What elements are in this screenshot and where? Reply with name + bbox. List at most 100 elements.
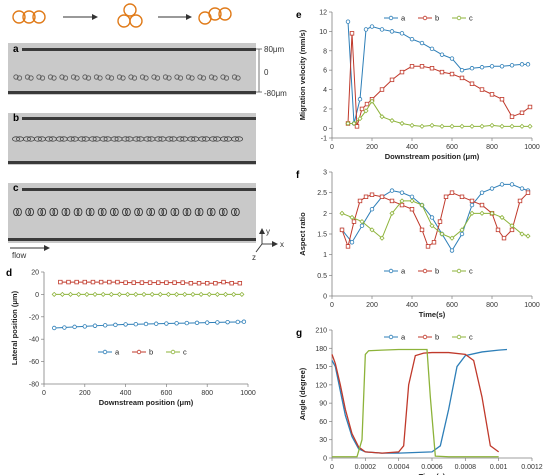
cell-circle bbox=[208, 7, 222, 21]
arrow-right-icon bbox=[92, 14, 98, 20]
data-point-c bbox=[133, 291, 139, 297]
panel-label-e: e bbox=[296, 10, 302, 21]
data-point-b bbox=[389, 77, 395, 83]
micrograph-c: c bbox=[8, 183, 256, 243]
cell-cluster bbox=[37, 207, 44, 217]
data-point-a bbox=[379, 27, 385, 32]
data-point-c bbox=[379, 235, 385, 241]
data-point-a bbox=[241, 319, 247, 324]
data-point-b bbox=[180, 280, 185, 285]
cell-cluster bbox=[173, 207, 180, 217]
x-tick-label: 0 bbox=[42, 390, 46, 397]
data-point-a bbox=[235, 319, 240, 325]
x-tick-label: 0.0002 bbox=[355, 464, 377, 471]
cell-cluster bbox=[51, 75, 57, 81]
legend-label-a: a bbox=[115, 348, 120, 357]
data-point-b bbox=[519, 110, 525, 115]
legend-marker-c bbox=[456, 334, 462, 340]
data-point-a bbox=[72, 324, 77, 330]
cell-cluster bbox=[185, 207, 192, 217]
data-point-a bbox=[357, 97, 363, 102]
x-tick-label: 0 bbox=[330, 464, 334, 471]
legend-marker-b bbox=[136, 349, 142, 355]
data-point-b bbox=[527, 104, 533, 110]
data-point-c bbox=[527, 123, 533, 129]
data-point-c bbox=[116, 291, 123, 297]
x-tick-label: 200 bbox=[366, 302, 378, 309]
data-point-c bbox=[182, 291, 188, 297]
x-axis-title: Time(s) bbox=[419, 310, 446, 319]
data-point-a bbox=[489, 186, 495, 191]
data-point-c bbox=[469, 123, 475, 129]
data-point-b bbox=[188, 280, 194, 286]
cell-circle bbox=[218, 7, 232, 21]
channel-wall-bottom bbox=[8, 91, 256, 94]
cell-cluster bbox=[76, 207, 83, 217]
cell-cluster bbox=[66, 136, 75, 142]
scale-label-bottom: -80μm bbox=[264, 89, 287, 98]
cell-circle bbox=[12, 10, 26, 24]
cell-cluster bbox=[11, 136, 20, 142]
data-point-c bbox=[499, 214, 505, 221]
data-point-c bbox=[479, 210, 485, 216]
cell-cluster bbox=[208, 74, 215, 80]
data-point-b bbox=[419, 227, 425, 233]
data-point-c bbox=[231, 291, 237, 297]
data-point-c bbox=[525, 233, 531, 239]
cell-circle bbox=[123, 3, 137, 17]
y-tick-label: 2 bbox=[323, 106, 327, 113]
x-axis-title: Downstream position (μm) bbox=[99, 398, 194, 407]
y-tick-label: 2.5 bbox=[317, 190, 327, 197]
data-point-b bbox=[156, 280, 161, 285]
data-point-a bbox=[369, 206, 375, 212]
cell-cluster bbox=[235, 75, 241, 81]
cell-row-a bbox=[13, 74, 241, 81]
data-point-a bbox=[419, 40, 425, 46]
x-tick-label: 0.001 bbox=[490, 464, 508, 471]
y-tick-label: 10 bbox=[319, 29, 327, 36]
data-point-b bbox=[213, 280, 218, 286]
data-point-b bbox=[204, 280, 210, 286]
cell-cluster bbox=[59, 74, 65, 80]
data-point-c bbox=[489, 210, 495, 216]
data-point-a bbox=[399, 190, 405, 195]
cell-cluster bbox=[154, 136, 163, 142]
x-tick-label: 1000 bbox=[524, 302, 540, 309]
legend-label-c: c bbox=[469, 333, 473, 342]
cell-cluster bbox=[149, 207, 156, 217]
cell-cluster bbox=[185, 74, 192, 80]
data-point-c bbox=[519, 123, 525, 129]
data-point-b bbox=[147, 280, 153, 285]
x-tick-label: 600 bbox=[446, 144, 458, 151]
data-point-c bbox=[339, 210, 345, 216]
y-tick-label: 2 bbox=[323, 211, 327, 218]
data-point-c bbox=[349, 214, 355, 221]
data-point-a bbox=[499, 182, 505, 187]
y-tick-label: 0 bbox=[323, 126, 327, 133]
legend-label-b: b bbox=[435, 14, 439, 23]
y-tick-label: 6 bbox=[323, 68, 327, 75]
data-point-a bbox=[409, 36, 415, 42]
channel-wall-top bbox=[22, 48, 256, 51]
panel-label-f: f bbox=[296, 170, 300, 181]
series-line-b bbox=[347, 33, 531, 127]
y-tick-label: 150 bbox=[315, 364, 327, 371]
data-point-c bbox=[59, 291, 65, 297]
data-point-b bbox=[107, 279, 112, 285]
x-tick-label: 400 bbox=[120, 390, 132, 397]
cell-cluster bbox=[40, 207, 47, 217]
y-axis-title: Lateral position (μm) bbox=[10, 290, 19, 365]
data-point-a bbox=[449, 248, 455, 253]
cell-cluster bbox=[55, 136, 64, 142]
data-point-a bbox=[499, 64, 505, 69]
data-point-a bbox=[52, 325, 57, 331]
data-point-a bbox=[184, 320, 189, 326]
x-tick-label: 800 bbox=[486, 302, 498, 309]
data-point-b bbox=[221, 279, 226, 285]
micrograph-label-b: b bbox=[13, 113, 19, 124]
data-point-b bbox=[58, 279, 63, 285]
data-point-b bbox=[357, 198, 363, 204]
cell-cluster bbox=[187, 136, 196, 142]
cell-cluster bbox=[198, 136, 207, 142]
legend-label-c: c bbox=[469, 267, 473, 276]
